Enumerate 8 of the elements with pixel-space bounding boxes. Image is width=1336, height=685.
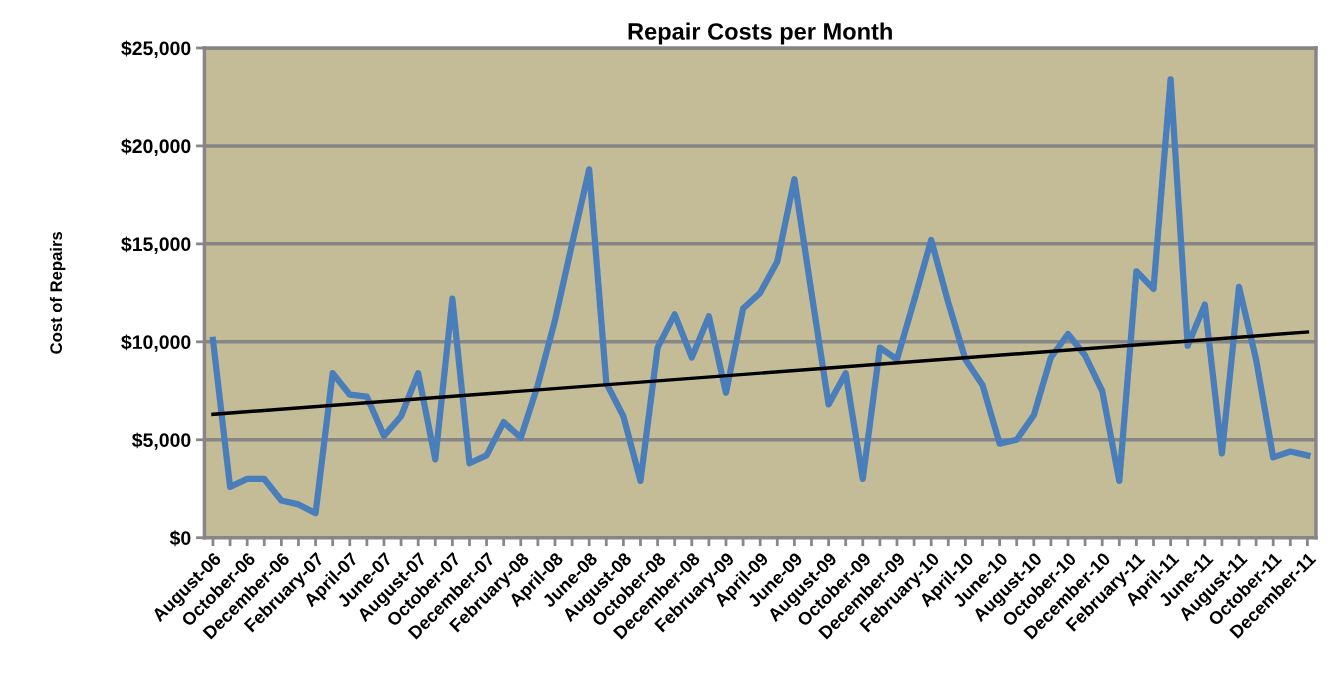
y-axis-title: Cost of Repairs <box>49 231 66 354</box>
y-tick-label: $10,000 <box>121 334 191 352</box>
y-tick-label: $25,000 <box>121 40 191 59</box>
y-tick-label: $0 <box>169 530 191 547</box>
chart-title: Repair Costs per Month <box>628 22 892 45</box>
y-tick-label: $20,000 <box>121 138 191 156</box>
y-tick-label: $15,000 <box>121 236 191 254</box>
y-tick-label: $5,000 <box>132 432 191 450</box>
